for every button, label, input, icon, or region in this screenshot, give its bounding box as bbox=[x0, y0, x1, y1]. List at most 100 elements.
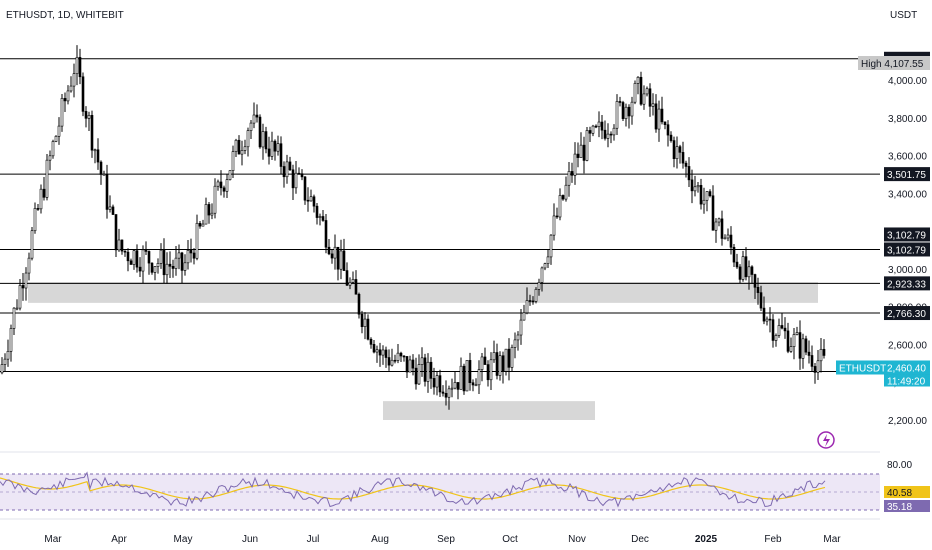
candle-body bbox=[249, 122, 253, 131]
candle-body bbox=[426, 361, 430, 382]
candle-body bbox=[720, 218, 724, 239]
candle-body bbox=[105, 173, 109, 210]
candle-body bbox=[222, 187, 226, 192]
candle-body bbox=[555, 215, 559, 218]
last-price-value: 2,460.40 bbox=[887, 363, 926, 374]
candle-body bbox=[177, 252, 181, 259]
candle-body bbox=[117, 239, 121, 251]
support-zones bbox=[28, 282, 818, 420]
candle-body bbox=[378, 349, 382, 356]
candle-body bbox=[327, 246, 331, 255]
candle-body bbox=[774, 335, 778, 341]
candle-body bbox=[513, 339, 517, 348]
candle-body bbox=[321, 216, 325, 221]
candle-body bbox=[285, 161, 289, 178]
candle-body bbox=[630, 101, 634, 117]
candle-body bbox=[525, 300, 529, 314]
candle-body bbox=[573, 153, 577, 176]
candle-body bbox=[129, 260, 133, 265]
candle-body bbox=[564, 184, 568, 200]
candle-body bbox=[192, 252, 196, 259]
candle-body bbox=[705, 191, 709, 201]
candle-body bbox=[54, 135, 58, 142]
candle-body bbox=[546, 256, 550, 264]
candle-body bbox=[204, 204, 208, 225]
price-tick-label: 3,600.00 bbox=[888, 152, 927, 163]
candle-body bbox=[549, 234, 553, 258]
axis-background bbox=[880, 0, 932, 550]
candle-body bbox=[474, 384, 478, 387]
rsi-value-label: 35.18 bbox=[887, 502, 912, 513]
candle-body bbox=[723, 237, 727, 240]
candle-body bbox=[756, 287, 760, 293]
candle-body bbox=[345, 270, 349, 286]
candle-body bbox=[366, 318, 370, 340]
candle-body bbox=[135, 250, 139, 268]
candle-body bbox=[198, 222, 202, 227]
candle-body bbox=[300, 173, 304, 178]
candle-body bbox=[609, 133, 613, 136]
candle-body bbox=[243, 146, 247, 151]
candle-body bbox=[789, 346, 793, 352]
candle-body bbox=[576, 153, 580, 158]
candle-body bbox=[66, 90, 70, 102]
candle-body bbox=[291, 169, 295, 189]
candle-body bbox=[684, 162, 688, 167]
candle-body bbox=[717, 218, 721, 223]
price-tick-label: 3,000.00 bbox=[888, 265, 927, 276]
candle-body bbox=[501, 355, 505, 372]
candle-body bbox=[282, 166, 286, 178]
candle-body bbox=[111, 206, 115, 215]
candle-body bbox=[744, 256, 748, 278]
candle-body bbox=[693, 186, 697, 192]
candle-body bbox=[51, 141, 55, 157]
candle-body bbox=[165, 263, 169, 276]
candle-body bbox=[288, 161, 292, 171]
candle-body bbox=[675, 146, 679, 160]
candle-body bbox=[567, 171, 571, 186]
candle-body bbox=[438, 375, 442, 393]
candle-body bbox=[21, 285, 25, 289]
candle-body bbox=[696, 185, 700, 188]
candle-body bbox=[486, 364, 490, 381]
candle-body bbox=[660, 108, 664, 123]
candle-body bbox=[15, 307, 19, 310]
candle-body bbox=[699, 185, 703, 205]
lightning-icon[interactable] bbox=[817, 431, 835, 449]
candle-body bbox=[759, 292, 763, 309]
time-label: Mar bbox=[823, 534, 841, 545]
candle-body bbox=[72, 73, 76, 87]
candle-body bbox=[450, 387, 454, 390]
candle-body bbox=[333, 246, 337, 259]
candle-body bbox=[324, 220, 328, 248]
candle-body bbox=[120, 239, 124, 252]
candle-body bbox=[405, 356, 409, 373]
candle-body bbox=[750, 266, 754, 275]
candle-body bbox=[30, 230, 34, 259]
candle-body bbox=[318, 216, 322, 218]
candle-body bbox=[687, 166, 691, 181]
candle-body bbox=[594, 125, 598, 128]
candle-body bbox=[588, 130, 592, 134]
time-label: Mar bbox=[44, 534, 62, 545]
candle-body bbox=[561, 195, 565, 200]
candle-body bbox=[210, 212, 214, 216]
candle-body bbox=[702, 199, 706, 205]
candle-body bbox=[528, 300, 532, 302]
candle-body bbox=[768, 318, 772, 321]
time-label: Sep bbox=[437, 534, 455, 545]
candle-body bbox=[459, 365, 463, 390]
candle-body bbox=[132, 250, 136, 265]
candle-body bbox=[753, 274, 757, 288]
candle-body bbox=[468, 360, 472, 383]
candle-body bbox=[276, 143, 280, 152]
rsi-ma-tag bbox=[884, 486, 930, 498]
candle-body bbox=[795, 332, 799, 335]
candle-body bbox=[624, 106, 628, 119]
candle-body bbox=[618, 101, 622, 103]
price-tick-label: 4,000.00 bbox=[888, 76, 927, 87]
price-tick-label: 2,200.00 bbox=[888, 416, 927, 427]
candle-body bbox=[330, 253, 334, 259]
candle-body bbox=[792, 334, 796, 347]
